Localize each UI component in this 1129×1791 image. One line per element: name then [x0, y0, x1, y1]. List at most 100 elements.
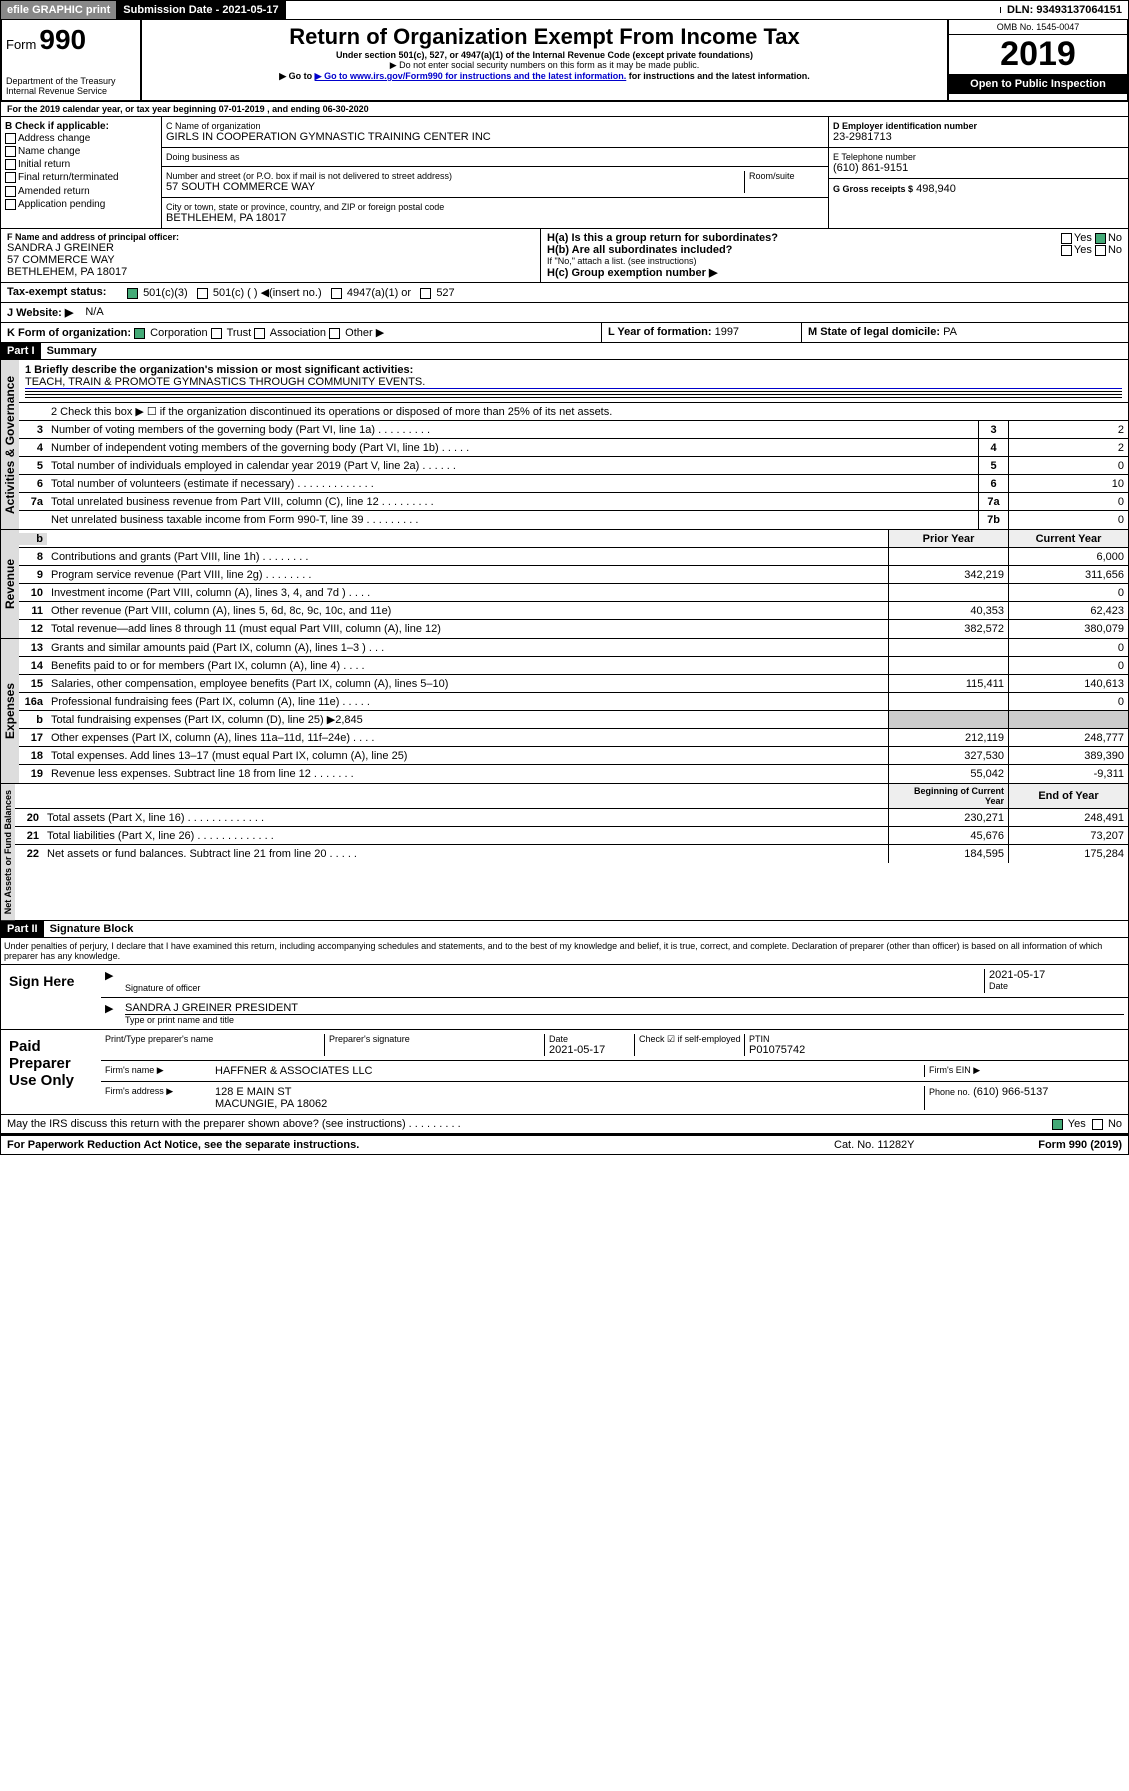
gross-label: G Gross receipts $ — [833, 184, 913, 194]
cb-initial[interactable]: Initial return — [5, 158, 157, 171]
cb-assoc[interactable] — [254, 328, 265, 339]
ptin-label: PTIN — [749, 1034, 1124, 1044]
form-title: Return of Organization Exempt From Incom… — [146, 24, 943, 50]
box-c: C Name of organization GIRLS IN COOPERAT… — [161, 117, 828, 228]
form-number: 990 — [39, 24, 86, 55]
cb-address[interactable]: Address change — [5, 132, 157, 145]
form-org-label: K Form of organization: — [7, 327, 131, 339]
hb-label: H(b) Are all subordinates included? — [547, 244, 732, 256]
cb-4947[interactable] — [331, 288, 342, 299]
cb-trust[interactable] — [211, 328, 222, 339]
topbar: efile GRAPHIC print Submission Date - 20… — [0, 0, 1129, 20]
domicile-label: M State of legal domicile: — [808, 326, 940, 338]
sig-date-label: Date — [989, 981, 1124, 991]
part1-title: Summary — [44, 342, 100, 360]
revenue-label: Revenue — [1, 530, 19, 638]
box-i: Tax-exempt status: 501(c)(3) 501(c) ( ) … — [0, 283, 1129, 303]
hb-yes-cb[interactable] — [1061, 245, 1072, 256]
officer-addr2: BETHLEHEM, PA 18017 — [7, 266, 534, 278]
cb-other[interactable] — [329, 328, 340, 339]
box-b: B Check if applicable: Address change Na… — [1, 117, 161, 228]
addr-label: Number and street (or P.O. box if mail i… — [166, 171, 744, 181]
gov-line: Net unrelated business taxable income fr… — [19, 511, 1128, 529]
data-line: 15Salaries, other compensation, employee… — [19, 675, 1128, 693]
website-value: N/A — [79, 303, 109, 322]
org-name: GIRLS IN COOPERATION GYMNASTIC TRAINING … — [166, 131, 824, 143]
period-text: For the 2019 calendar year, or tax year … — [1, 102, 375, 116]
prep-name-label: Print/Type preparer's name — [105, 1034, 324, 1044]
ha-no-cb[interactable] — [1095, 233, 1106, 244]
data-line: 10Investment income (Part VIII, column (… — [19, 584, 1128, 602]
gov-line: 3Number of voting members of the governi… — [19, 421, 1128, 439]
city-label: City or town, state or province, country… — [166, 202, 824, 212]
data-line: 20Total assets (Part X, line 16) . . . .… — [15, 809, 1128, 827]
sign-here-label: Sign Here — [1, 965, 101, 1029]
hb-no-cb[interactable] — [1095, 245, 1106, 256]
cb-501c[interactable] — [197, 288, 208, 299]
sig-name: SANDRA J GREINER PRESIDENT — [125, 1002, 1124, 1015]
cb-final[interactable]: Final return/terminated — [5, 171, 157, 184]
expenses-label: Expenses — [1, 639, 19, 783]
org-name-label: C Name of organization — [166, 121, 824, 131]
mission-text: TEACH, TRAIN & PROMOTE GYMNASTICS THROUG… — [25, 376, 1122, 389]
cb-amended[interactable]: Amended return — [5, 185, 157, 198]
fh-row: F Name and address of principal officer:… — [0, 229, 1129, 283]
officer-addr1: 57 COMMERCE WAY — [7, 254, 534, 266]
cb-namechange[interactable]: Name change — [5, 145, 157, 158]
ptin-value: P01075742 — [749, 1044, 1124, 1056]
data-line: 13Grants and similar amounts paid (Part … — [19, 639, 1128, 657]
data-line: 19Revenue less expenses. Subtract line 1… — [19, 765, 1128, 783]
data-line: 14Benefits paid to or for members (Part … — [19, 657, 1128, 675]
discuss-yes-cb[interactable] — [1052, 1119, 1063, 1130]
domicile-value: PA — [943, 326, 957, 338]
box-de: D Employer identification number 23-2981… — [828, 117, 1128, 228]
firm-addr2: MACUNGIE, PA 18062 — [215, 1098, 924, 1110]
firm-ein-label: Firm's EIN ▶ — [924, 1065, 1124, 1077]
identity-section: B Check if applicable: Address change Na… — [0, 117, 1129, 229]
data-line: 16aProfessional fundraising fees (Part I… — [19, 693, 1128, 711]
part2-title: Signature Block — [47, 920, 137, 938]
prep-date: 2021-05-17 — [549, 1044, 634, 1056]
form-subtitle: Under section 501(c), 527, or 4947(a)(1)… — [146, 50, 943, 60]
sig-date: 2021-05-17 — [989, 969, 1124, 981]
efile-button[interactable]: efile GRAPHIC print — [1, 1, 117, 19]
firm-phone: (610) 966-5137 — [973, 1086, 1048, 1098]
form990-link[interactable]: ▶ Go to www.irs.gov/Form990 for instruct… — [315, 71, 627, 81]
hb-note: If "No," attach a list. (see instruction… — [547, 256, 1122, 266]
website-label: J Website: ▶ — [1, 303, 79, 322]
mission-label: 1 Briefly describe the organization's mi… — [25, 364, 1122, 376]
prep-sig-label: Preparer's signature — [329, 1034, 544, 1044]
open-to-public: Open to Public Inspection — [949, 74, 1127, 94]
firm-addr1: 128 E MAIN ST — [215, 1086, 924, 1098]
ein-label: D Employer identification number — [833, 121, 1124, 131]
firm-name: HAFFNER & ASSOCIATES LLC — [215, 1065, 924, 1077]
omb: OMB No. 1545-0047 — [949, 20, 1127, 35]
cb-corp[interactable] — [134, 328, 145, 339]
prep-date-label: Date — [549, 1034, 634, 1044]
governance-section: Activities & Governance 1 Briefly descri… — [0, 360, 1129, 530]
klm-row: K Form of organization: Corporation Trus… — [0, 323, 1129, 343]
line2-text: 2 Check this box ▶ ☐ if the organization… — [47, 405, 1128, 418]
phone-label: E Telephone number — [833, 152, 1124, 162]
org-address: 57 SOUTH COMMERCE WAY — [166, 181, 744, 193]
cb-501c3[interactable] — [127, 288, 138, 299]
netassets-section: Net Assets or Fund Balances Beginning of… — [0, 784, 1129, 921]
cb-pending[interactable]: Application pending — [5, 198, 157, 211]
netassets-label: Net Assets or Fund Balances — [1, 784, 15, 920]
tax-exempt-label: Tax-exempt status: — [1, 283, 121, 302]
data-line: 8Contributions and grants (Part VIII, li… — [19, 548, 1128, 566]
cb-527[interactable] — [420, 288, 431, 299]
gov-line: 6Total number of volunteers (estimate if… — [19, 475, 1128, 493]
topbar-spacer — [286, 7, 1001, 13]
firm-addr-label: Firm's address ▶ — [105, 1086, 215, 1110]
ha-yes-cb[interactable] — [1061, 233, 1072, 244]
pra-notice: For Paperwork Reduction Act Notice, see … — [1, 1136, 828, 1154]
box-b-label: B Check if applicable: — [5, 121, 157, 132]
data-line: 22Net assets or fund balances. Subtract … — [15, 845, 1128, 863]
cat-no: Cat. No. 11282Y — [828, 1136, 988, 1154]
paid-preparer-section: Paid Preparer Use Only Print/Type prepar… — [0, 1030, 1129, 1115]
form-footer: Form 990 (2019) — [988, 1136, 1128, 1154]
governance-label: Activities & Governance — [1, 360, 19, 529]
discuss-no-cb[interactable] — [1092, 1119, 1103, 1130]
dba-label: Doing business as — [166, 152, 824, 162]
